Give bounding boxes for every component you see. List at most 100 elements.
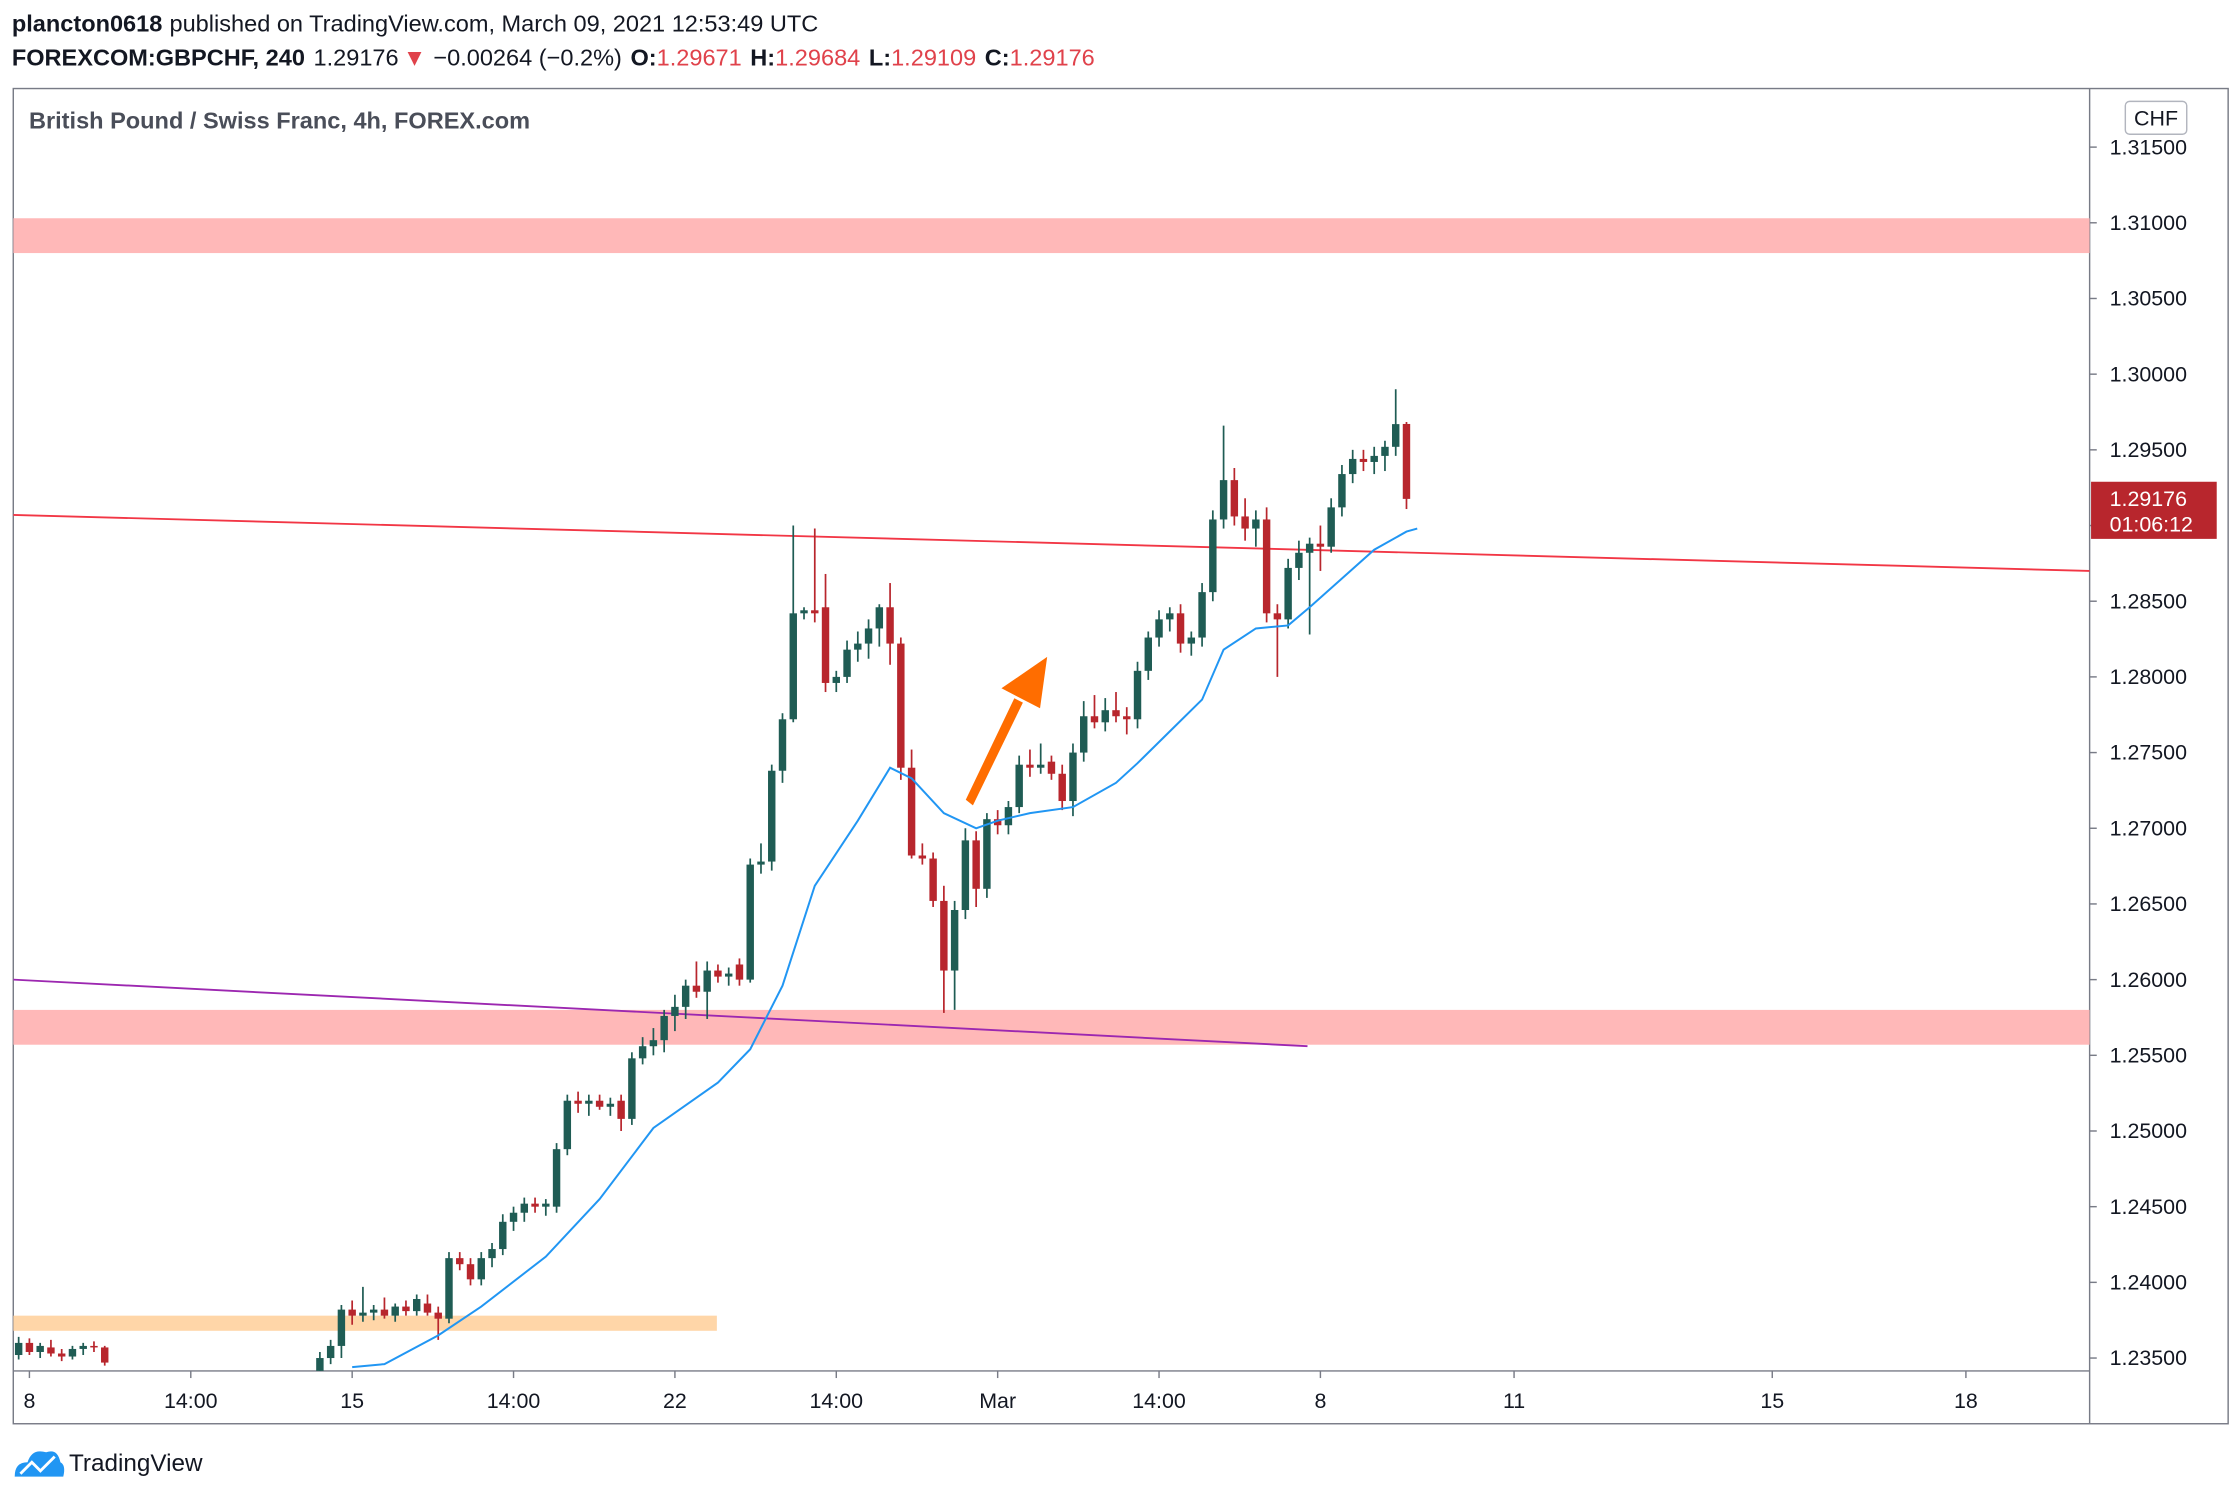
candle-body: [68, 1348, 77, 1357]
y-tick-label: 1.29500: [2110, 438, 2187, 462]
candle-body: [1144, 637, 1152, 671]
c-label: C:: [985, 45, 1010, 71]
candle-body: [681, 985, 690, 1007]
chart-frame: [12, 87, 2229, 1425]
candle-body: [617, 1100, 625, 1119]
candle-body: [800, 610, 808, 614]
candle-body: [1219, 480, 1228, 520]
candle-body: [101, 1347, 109, 1363]
moving-average: [352, 527, 1418, 1369]
candle-body: [1295, 552, 1303, 568]
candle-body: [1316, 543, 1325, 547]
y-tick-label: 1.31500: [2110, 135, 2187, 159]
candle-body: [380, 1309, 389, 1316]
zone: [13, 1315, 717, 1331]
candle-body: [660, 1015, 668, 1041]
candle-body: [854, 643, 862, 650]
candle-body: [1069, 752, 1077, 802]
y-tick-label: 1.31000: [2110, 211, 2187, 235]
candle-body: [1262, 519, 1271, 614]
candle-body: [832, 676, 841, 683]
candle-body: [907, 767, 916, 856]
candle-body: [25, 1342, 34, 1352]
candle-body: [961, 840, 970, 910]
arrow-shaft: [965, 698, 1023, 806]
candle-body: [402, 1306, 410, 1312]
candle-body: [1015, 764, 1023, 808]
y-tick-label: 1.24500: [2110, 1195, 2187, 1219]
candle-body: [369, 1309, 378, 1313]
candle-body: [57, 1353, 66, 1357]
candle-body: [638, 1046, 647, 1059]
candle-body: [778, 719, 787, 771]
candle-body: [864, 628, 873, 644]
h-value: 1.29684: [775, 45, 860, 71]
candle-body: [1370, 455, 1378, 462]
candle-body: [423, 1303, 432, 1313]
published-line: plancton0618 published on TradingView.com…: [12, 10, 818, 36]
candle-body: [79, 1345, 87, 1349]
y-tick-label: 1.30500: [2110, 287, 2187, 311]
candle-body: [456, 1258, 464, 1265]
x-tick-label: 11: [1503, 1389, 1525, 1413]
candle-body: [434, 1312, 442, 1319]
x-tick-label: 15: [340, 1389, 364, 1413]
author: plancton0618: [12, 10, 163, 36]
symbol-line: FOREXCOM:GBPCHF, 240 1.29176 ▼ −0.00264 (−0…: [12, 45, 1095, 71]
candle-body: [595, 1100, 604, 1107]
candle-body: [886, 607, 894, 644]
y-tick-label: 1.27000: [2110, 816, 2187, 840]
candle-body: [1284, 567, 1292, 620]
x-tick-label: 8: [23, 1389, 35, 1413]
candle-body: [1359, 458, 1368, 462]
candle-body: [628, 1058, 636, 1119]
candle-body: [789, 613, 797, 720]
x-tick-label: 14:00: [809, 1389, 863, 1413]
candle-body: [1058, 773, 1066, 802]
y-tick-label: 1.24000: [2110, 1270, 2187, 1294]
y-tick-label: 1.28000: [2110, 665, 2187, 689]
last-price: 1.29176: [313, 45, 398, 71]
candle-body: [1026, 764, 1034, 768]
o-label: O:: [630, 45, 656, 71]
candle-body: [993, 819, 1002, 826]
candle-body: [897, 643, 905, 768]
currency-box: [2124, 100, 2188, 135]
x-tick-label: 14:00: [1132, 1389, 1186, 1413]
candle-body: [531, 1203, 539, 1207]
l-value: 1.29109: [891, 45, 976, 71]
candle-body: [811, 610, 819, 614]
symbol: FOREXCOM:GBPCHF, 240: [12, 45, 305, 71]
candle-body: [714, 970, 722, 977]
candle-body: [768, 770, 776, 862]
candle-body: [1327, 507, 1335, 547]
candle-body: [1381, 446, 1389, 456]
candle-body: [391, 1306, 399, 1316]
candle-body: [348, 1309, 356, 1316]
candle-body: [36, 1345, 44, 1352]
candle-body: [1004, 807, 1013, 826]
candle-body: [757, 861, 765, 865]
arrow-head: [1001, 656, 1048, 709]
candle-body: [649, 1040, 658, 1047]
trend-line: [13, 514, 2090, 572]
currency: CHF: [2134, 107, 2178, 131]
candle-body: [606, 1103, 615, 1107]
candle-body: [1230, 480, 1239, 517]
y-tick-label: 1.25500: [2110, 1043, 2187, 1067]
candle-body: [1273, 613, 1282, 620]
o-value: 1.29671: [657, 45, 742, 71]
candle-body: [337, 1309, 346, 1346]
candle-body: [445, 1258, 453, 1319]
candle-body: [843, 649, 851, 677]
candle-body: [1133, 670, 1142, 720]
countdown: 01:06:12: [2110, 513, 2193, 537]
candle-body: [875, 607, 884, 629]
candle-body: [1209, 519, 1217, 593]
candle-body: [1348, 458, 1357, 475]
y-tick-label: 1.26000: [2110, 968, 2187, 992]
candle-body: [359, 1312, 367, 1316]
last-price-label: 1.29176: [2110, 487, 2187, 511]
